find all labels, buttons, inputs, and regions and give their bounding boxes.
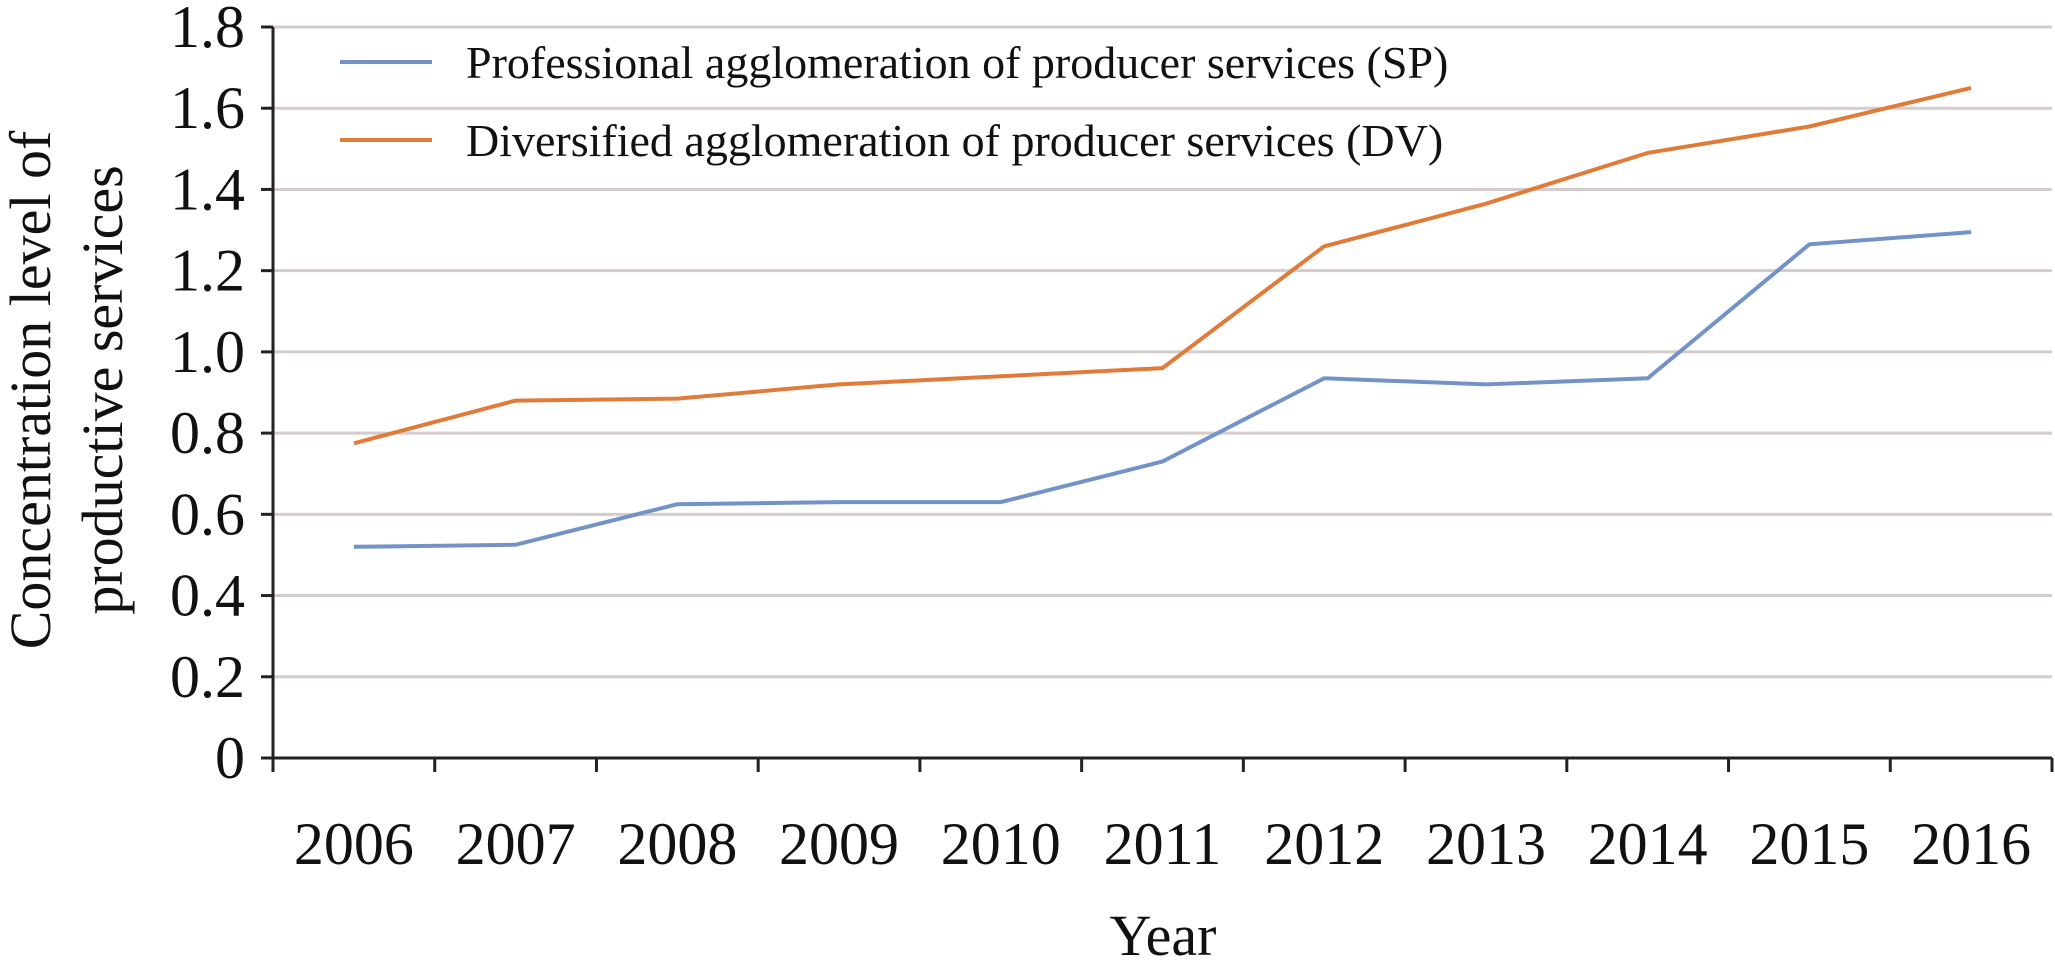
x-tick-label: 2011 — [1104, 811, 1222, 877]
y-tick-label: 0.4 — [170, 563, 245, 629]
series-line-sp — [353, 230, 1972, 549]
x-tick-label: 2016 — [1911, 811, 2031, 877]
y-tick-label: 1.6 — [170, 75, 245, 141]
series-line-dv — [353, 85, 1972, 446]
y-tick-labels: 0 0.2 0.4 0.6 0.8 1.0 1.2 1.4 1.6 1.8 — [170, 0, 245, 791]
x-tick-label: 2008 — [617, 811, 737, 877]
gridlines — [273, 25, 2052, 679]
y-tick-label: 0 — [215, 725, 245, 791]
axes — [261, 25, 2054, 772]
x-tick-label: 2013 — [1426, 811, 1546, 877]
x-tick-labels: 2006 2007 2008 2009 2010 2011 2012 2013 2014 2015… — [294, 811, 2031, 877]
y-tick-label: 0.6 — [170, 481, 245, 547]
x-tick-label: 2009 — [779, 811, 899, 877]
x-tick-label: 2015 — [1749, 811, 1869, 877]
x-tick-label: 2006 — [294, 811, 414, 877]
x-tick-label: 2007 — [456, 811, 576, 877]
x-tick-label: 2012 — [1264, 811, 1384, 877]
y-tick-label: 1.4 — [170, 156, 245, 222]
series-lines — [353, 85, 1972, 549]
y-tick-label: 1.8 — [170, 0, 245, 60]
y-tick-label: 0.8 — [170, 400, 245, 466]
y-axis-title-line: Concentration level of — [0, 130, 63, 649]
legend-label: Diversified agglomeration of producer se… — [466, 115, 1443, 166]
y-tick-label: 1.2 — [170, 238, 245, 304]
legend-label: Professional agglomeration of producer s… — [466, 37, 1448, 88]
axis-titles: Year Concentration level of productive ser… — [0, 130, 1217, 967]
y-tick-label: 0.2 — [170, 644, 245, 710]
y-tick-label: 1.0 — [170, 319, 245, 385]
y-axis-title-line: productive services — [70, 165, 135, 614]
legend: Professional agglomeration of producer s… — [340, 37, 1448, 166]
x-tick-label: 2010 — [941, 811, 1061, 877]
x-axis-title: Year — [1110, 903, 1217, 962]
x-tick-label: 2014 — [1588, 811, 1708, 877]
